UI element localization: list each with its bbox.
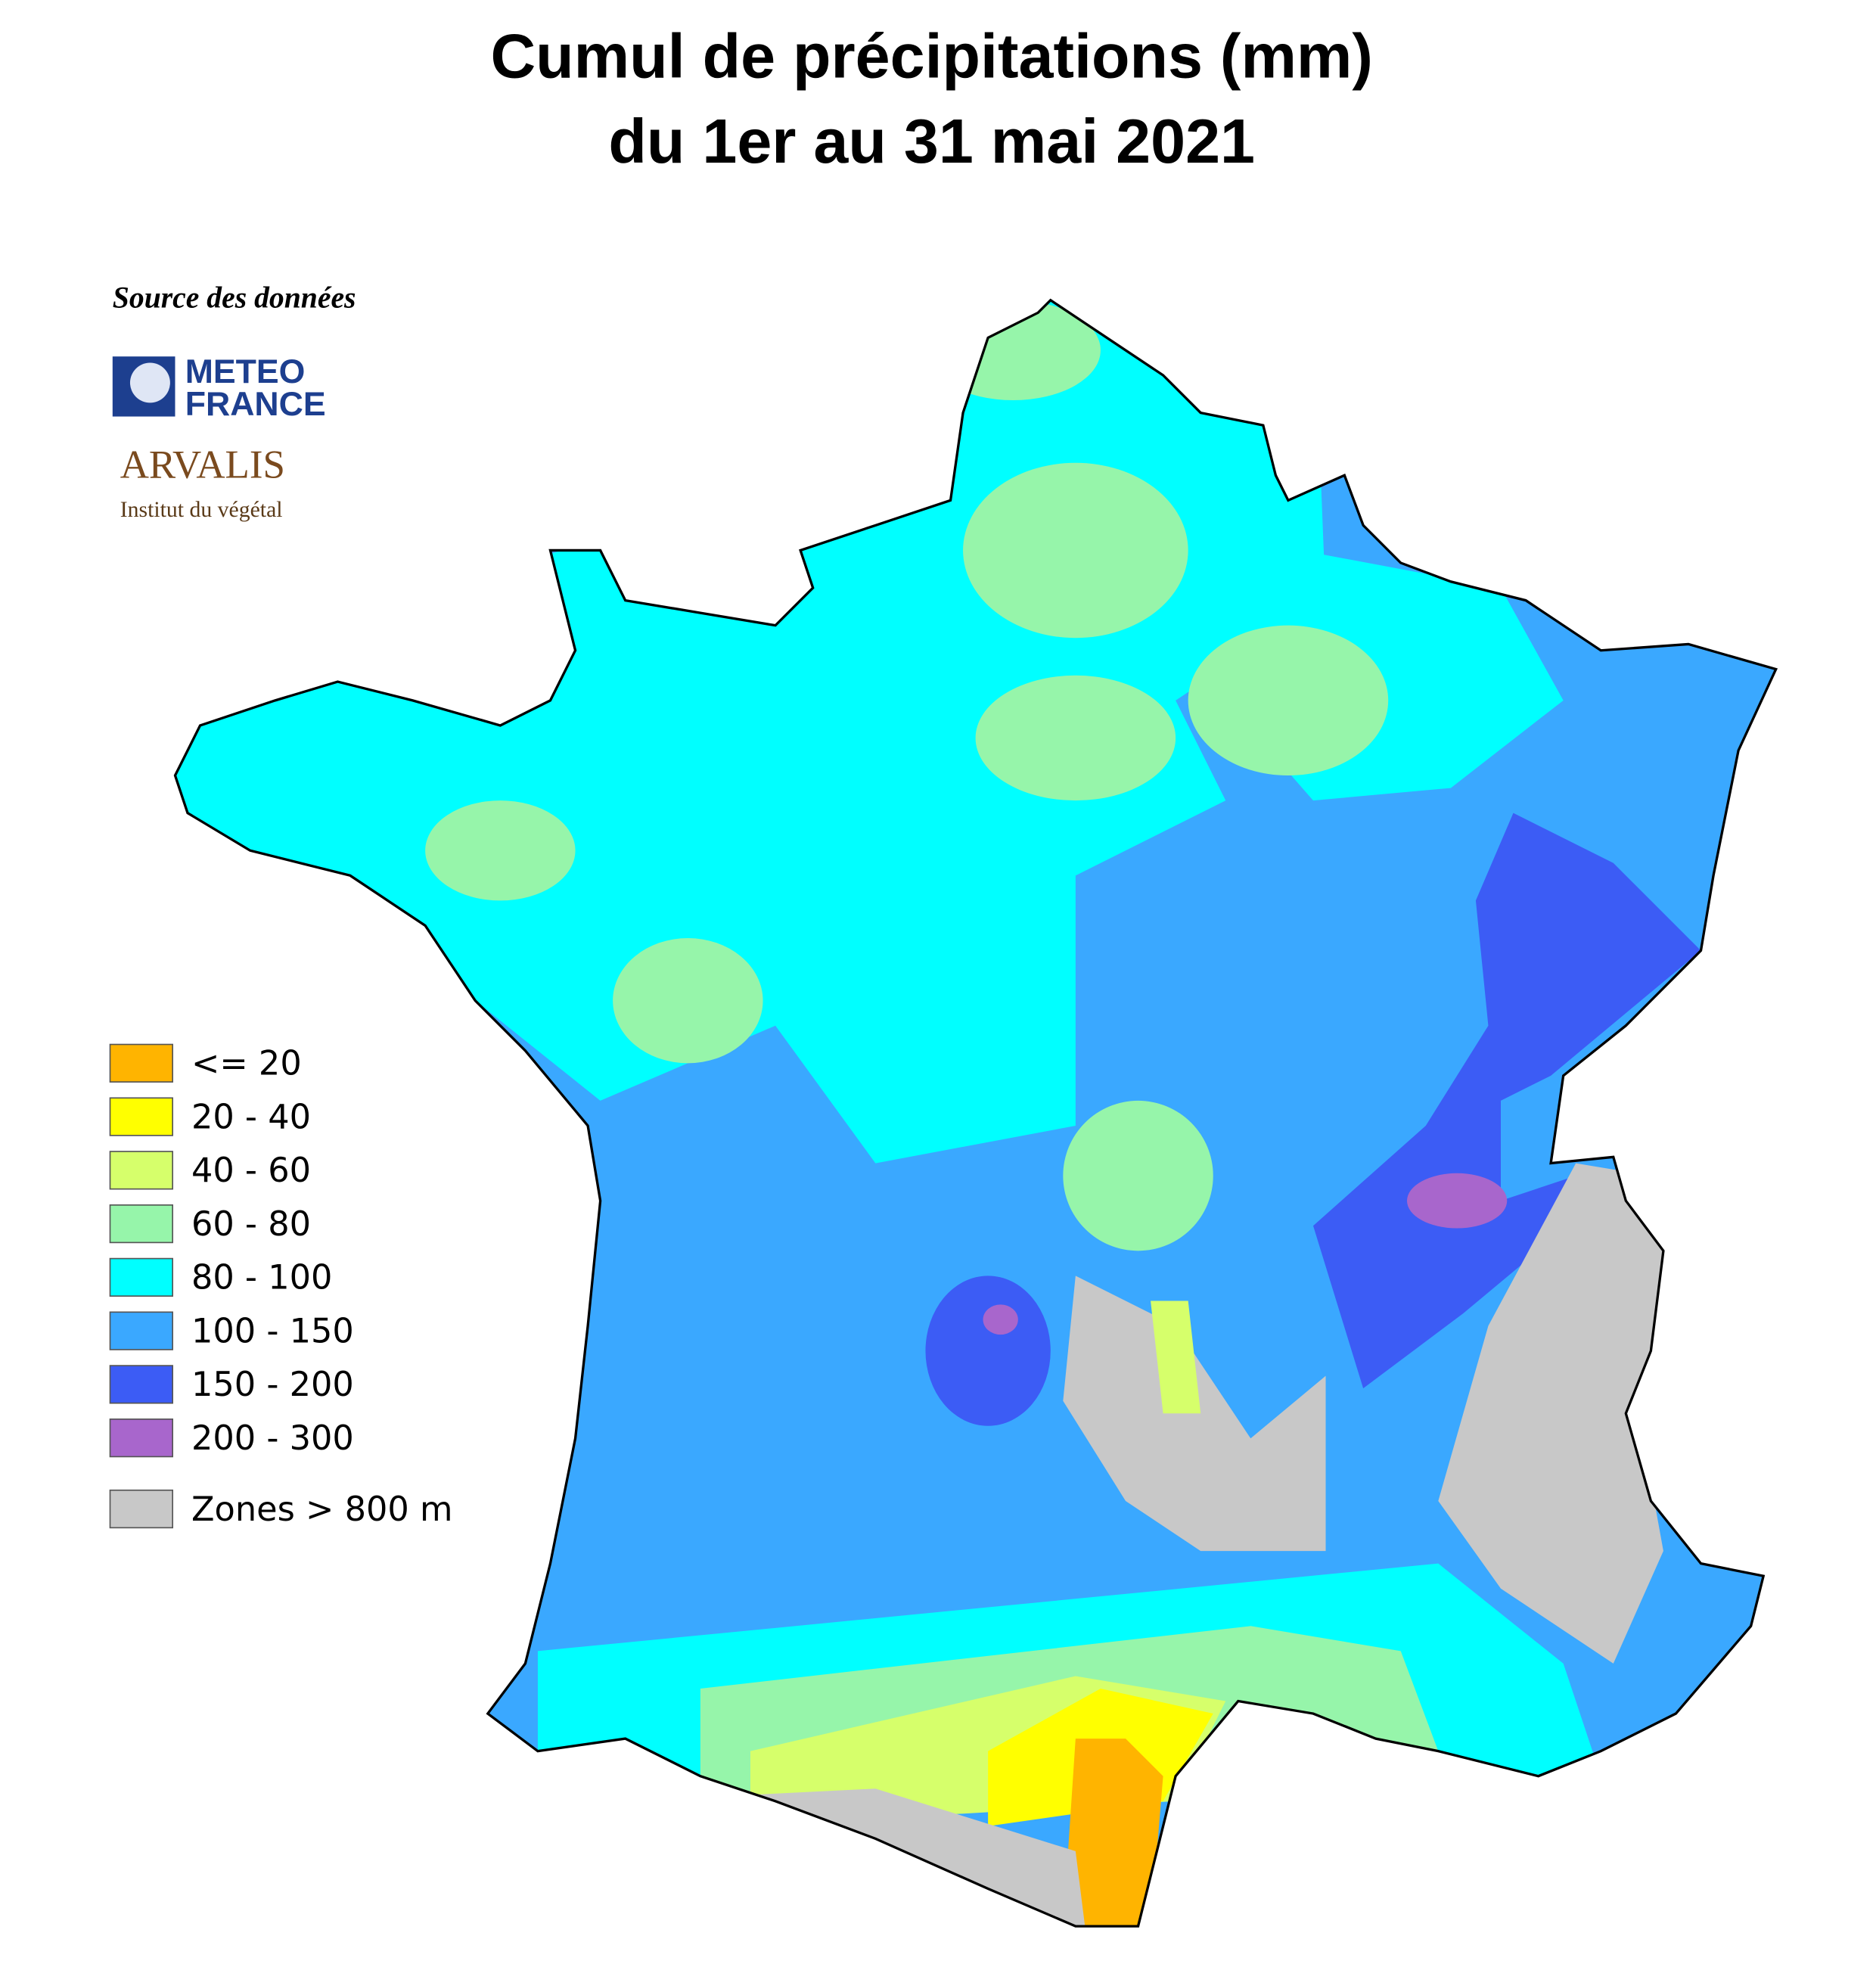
zone [425,800,576,901]
zone [983,1304,1018,1335]
legend-swatch [109,1311,173,1350]
legend-label: 80 - 100 [191,1258,332,1297]
arvalis-logo: ARVALIS Institut du végétal [120,443,285,522]
legend-label: 40 - 60 [191,1151,311,1190]
logo-text: ARVALIS [120,443,285,487]
zone [925,1276,1051,1426]
logo-text: METEO [185,353,306,390]
logo-text: Institut du végétal [120,497,283,522]
zone [975,675,1176,801]
zone [613,937,763,1064]
zone [1438,1163,1676,1664]
zone [1151,1300,1201,1414]
title-line: Cumul de précipitations (mm) [490,21,1372,92]
legend-label: <= 20 [191,1044,302,1083]
zone [1312,813,1701,1389]
logo-circle [129,362,170,403]
source-label: Source des données [113,281,356,315]
zone [963,462,1188,639]
legend-swatch [109,1043,173,1083]
zone [1406,1173,1508,1229]
legend-label: 20 - 40 [191,1097,311,1136]
zone [1063,1739,1163,1927]
logo-text: FRANCE [185,386,326,423]
legend-label: Zones > 800 m [191,1490,452,1529]
legend-swatch [109,1419,173,1458]
legend-swatch [109,1151,173,1190]
legend: <= 20 20 - 40 40 - 60 60 - 80 80 - 100 100 - … [109,1043,452,1529]
legend-label: 60 - 80 [191,1204,311,1244]
legend-swatch [109,1097,173,1136]
legend-swatch [109,1204,173,1244]
title-line: du 1er au 31 mai 2021 [608,106,1255,176]
zone [1188,625,1389,776]
meteo-france-logo: METEO FRANCE [112,353,326,423]
legend-label: 150 - 200 [191,1365,354,1404]
legend-swatch [109,1489,173,1529]
zone [1063,1100,1213,1251]
legend-swatch [109,1365,173,1404]
legend-label: 200 - 300 [191,1419,354,1458]
legend-label: 100 - 150 [191,1311,354,1350]
legend-swatch [109,1257,173,1297]
